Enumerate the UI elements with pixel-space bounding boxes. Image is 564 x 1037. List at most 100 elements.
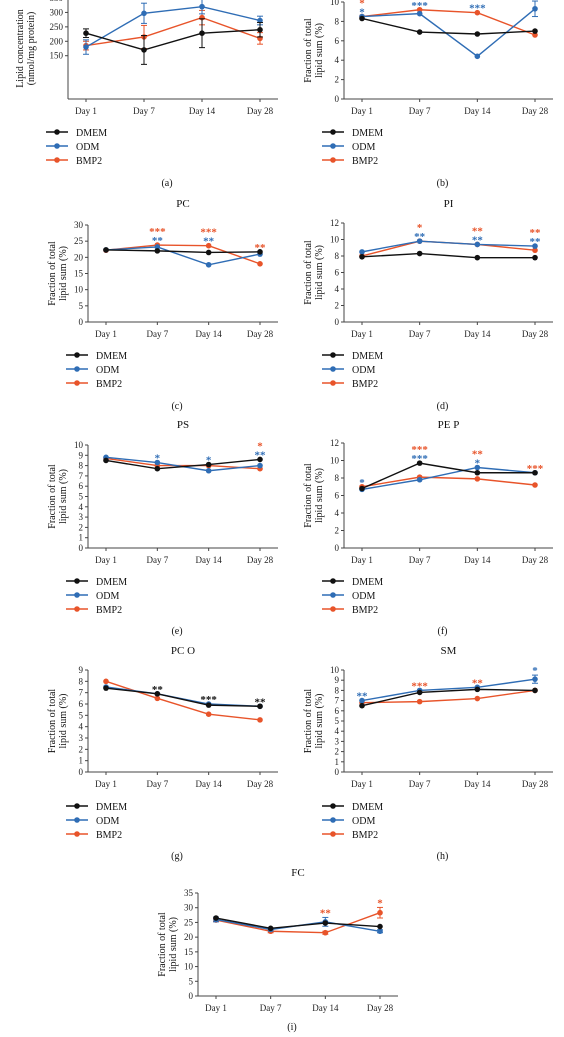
data-point-dmem [532,254,538,261]
y-tick-label: 10 [330,665,340,675]
y-tick-label: 0 [335,94,340,104]
legend-label: DMEM [96,802,127,813]
data-point-odm [154,244,161,250]
y-tick-label: 8 [335,16,340,26]
y-tick-label: 10 [74,440,84,450]
legend-label: BMP2 [352,156,378,167]
y-tick-label: 2 [335,301,340,311]
y-tick-label: 20 [184,932,194,942]
y-tick-label: 5 [335,716,340,726]
chart-title: PE P [438,419,460,431]
series-line-bmp2 [361,476,536,488]
y-axis-label: Fraction of totallipid sum (%) [157,912,179,977]
data-point-odm [474,241,481,248]
data-point-dmem [103,457,109,464]
series-line-bmp2 [105,680,261,721]
data-point-dmem [416,689,423,696]
y-tick-label: 5 [79,710,84,720]
series-line-dmem [85,29,261,51]
data-point-dmem [257,26,263,33]
data-point-odm [416,238,423,244]
x-tick-label: Day 1 [351,555,373,565]
y-tick-label: 250 [50,22,64,32]
x-tick-label: Day 28 [247,106,274,116]
significance-label: ** [472,677,484,689]
data-point-dmem [416,29,423,35]
x-tick-label: Day 28 [247,779,274,789]
legend-marker-odm [74,366,80,372]
y-tick-label: 2 [79,522,84,532]
panel-label: (c) [171,401,182,412]
legend-label: DMEM [76,128,107,139]
series-line-odm [361,466,536,491]
legend-label: DMEM [352,577,383,588]
y-axis-label: Fraction of totallipid sum (%) [303,18,325,83]
y-tick-label: 10 [74,285,84,295]
legend-label: BMP2 [96,830,122,841]
data-point-dmem [416,460,423,466]
data-point-dmem [359,15,365,22]
legend-label: ODM [96,816,119,827]
series-line-odm [105,246,261,266]
legend-label: DMEM [96,351,127,362]
x-tick-label: Day 28 [522,329,549,339]
x-tick-label: Day 28 [247,555,274,565]
panel-label: (f) [438,626,448,637]
legend-label: BMP2 [76,156,102,167]
data-point-bmp2 [474,476,481,482]
significance-label: * [417,222,423,234]
y-tick-label: 5 [79,301,84,311]
legend-label: DMEM [352,351,383,362]
y-tick-label: 7 [79,688,84,698]
y-tick-label: 150 [50,51,64,61]
significance-label: *** [200,227,217,239]
legend-marker-dmem [54,129,60,135]
panel-label: (h) [437,851,449,862]
y-tick-label: 6 [335,706,340,716]
y-tick-label: 0 [189,991,194,1001]
chart-title: PC [176,198,189,210]
chart-title: PI [444,198,454,210]
significance-label: ** [472,234,484,246]
y-tick-label: 0 [335,317,340,327]
legend-label: BMP2 [96,605,122,616]
significance-label: *** [527,463,544,475]
x-tick-label: Day 1 [205,1003,227,1013]
chart-panel-6: PE P 0 2 4 6 8 10 12 Day 1 Day 7 Day 14 Day 28 Fract… [303,419,553,637]
significance-label: * [359,0,365,10]
significance-label: ** [320,907,332,919]
significance-label: *** [469,3,486,15]
chart-panel-3: PC 0 5 10 15 20 25 30 Day 1 Day 7 Day 14 Day 28 Frac… [47,198,278,412]
y-axis-label: Lipid concentration(nmol/mg protein) [15,9,37,88]
x-tick-label: Day 1 [75,106,97,116]
data-point-odm [474,53,481,60]
data-point-dmem [257,703,263,710]
significance-label: *** [411,453,428,465]
y-axis-label: Fraction of totallipid sum (%) [303,463,325,528]
significance-label: ** [530,227,542,239]
series-line-dmem [361,252,535,259]
y-tick-label: 4 [335,55,340,65]
y-tick-label: 8 [335,685,340,695]
data-point-odm [205,261,212,268]
y-axis-label: Fraction of totallipid sum (%) [47,689,69,754]
legend-label: BMP2 [352,830,378,841]
series-line-odm [105,686,261,707]
y-tick-label: 2 [335,75,340,85]
y-tick-label: 6 [335,491,340,501]
y-tick-label: 8 [335,473,340,483]
significance-label: *** [200,694,217,706]
x-tick-label: Day 7 [133,106,155,116]
y-tick-label: 5 [79,492,84,502]
legend-marker-bmp2 [330,380,336,386]
legend-marker-dmem [74,578,80,584]
data-point-bmp2 [322,929,329,936]
legend-label: BMP2 [352,379,378,390]
significance-label: ** [357,691,369,703]
data-point-bmp2 [416,698,423,705]
data-point-dmem [154,691,161,697]
y-tick-label: 300 [50,7,64,17]
y-tick-label: 4 [335,284,340,294]
